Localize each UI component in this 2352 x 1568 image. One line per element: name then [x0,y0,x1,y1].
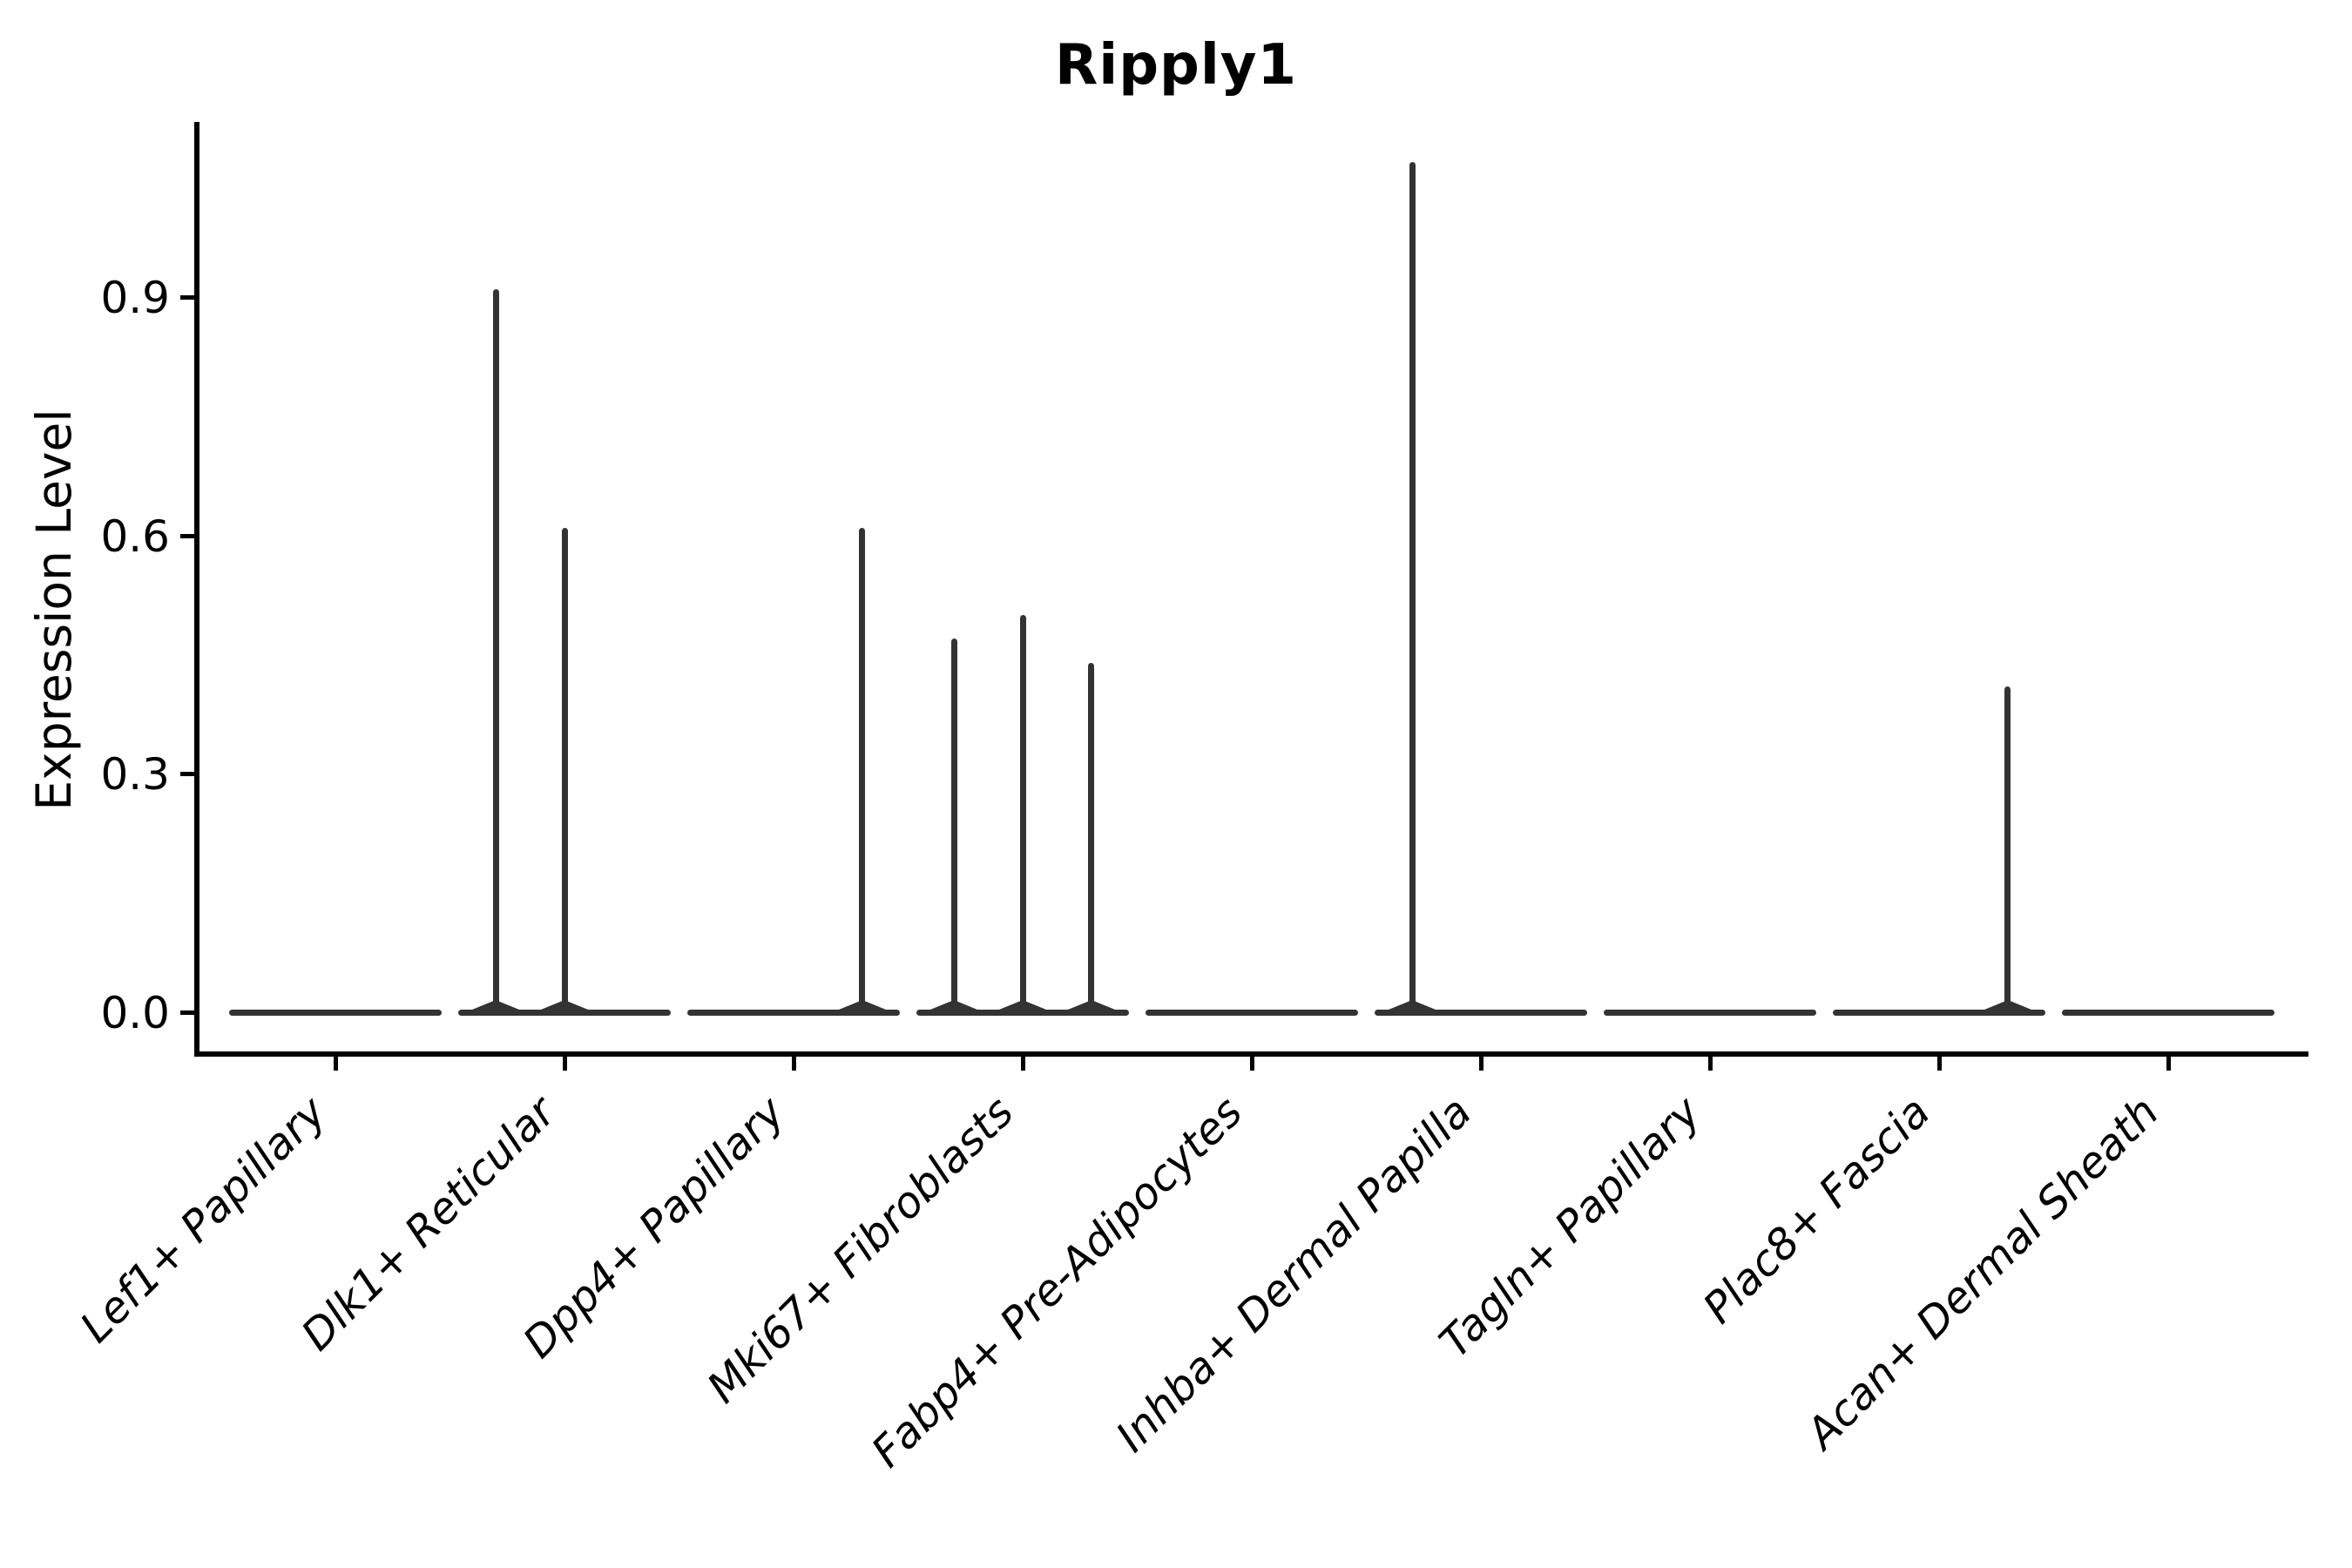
violin-spike [859,527,866,1016]
violin-base-flare [1389,999,1436,1010]
x-axis-tick [1250,1057,1254,1071]
x-axis-tick [792,1057,796,1071]
violin-baseline [1375,1009,1587,1016]
violin-base-flare [1984,999,2031,1010]
violin-spike [950,639,957,1016]
y-axis-tick [180,1010,194,1015]
y-axis-tick [180,295,194,301]
violin-spike [2004,686,2011,1016]
violin-spike [492,289,499,1016]
x-axis-tick [1937,1057,1942,1071]
violin-baseline [2062,1009,2274,1016]
violin-base-flare [472,999,520,1010]
x-tick-label: Plac8+ Fascia [1693,1087,1940,1334]
x-axis-tick [334,1057,338,1071]
y-tick-label: 0.9 [100,273,170,324]
x-axis-tick [1708,1057,1713,1071]
y-tick-label: 0.0 [100,988,170,1038]
x-tick-label: Lef1+ Papillary [71,1087,336,1353]
violin-baseline [1833,1009,2045,1016]
violin-base-flare [930,999,978,1010]
x-tick-label: Fabp4+ Pre-Adipocytes [862,1087,1253,1477]
violin-spike [561,527,568,1016]
violin-base-flare [1067,999,1115,1010]
y-axis-spine [194,122,199,1057]
chart-title: Ripply1 [1054,33,1298,98]
violin-spike [1019,615,1026,1016]
x-axis-tick [563,1057,567,1071]
x-axis-tick [1479,1057,1484,1071]
violin-baseline [229,1009,442,1016]
y-axis-tick [180,533,194,538]
y-tick-label: 0.3 [100,749,170,801]
x-axis-spine [194,1051,2308,1057]
violin-baseline [687,1009,900,1016]
y-tick-label: 0.6 [100,510,170,562]
violin-base-flare [838,999,886,1010]
x-axis-tick [2166,1057,2171,1071]
violin-base-flare [541,999,588,1010]
violin-base-flare [999,999,1046,1010]
violin-baseline [1146,1009,1358,1016]
violin-spike [1088,662,1095,1016]
x-axis-tick [1021,1057,1025,1071]
y-axis-tick [180,772,194,777]
x-tick-label: Dlk1+ Reticular [291,1087,565,1361]
violin-baseline [1604,1009,1816,1016]
violin-spike [1409,162,1416,1016]
